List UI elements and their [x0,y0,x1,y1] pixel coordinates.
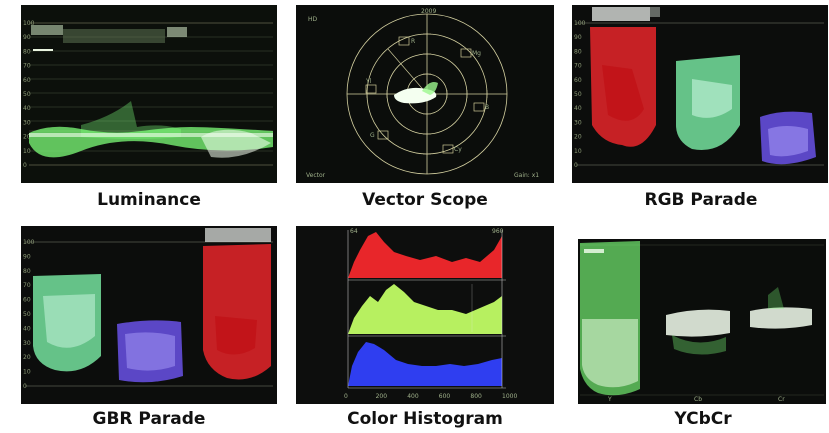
rgb-parade-panel: 100 90 80 70 60 50 40 30 20 10 0 [572,5,828,183]
gbr-parade-tick-60: 60 [23,297,31,304]
vectorscope-target-r [398,36,410,46]
luminance-tick-0: 0 [23,162,27,169]
luminance-tick-50: 50 [23,91,31,98]
vectorscope-label-b: B [485,104,489,111]
vectorscope-label-r: R [411,38,415,45]
vectorscope-display: R Mg B Cy G Yl HD 2009 Vector Gain: x1 [296,5,554,183]
rgb-parade-tick-60: 60 [574,77,582,84]
ycbcr-label-y: Y [607,396,612,403]
luminance-tick-20: 20 [23,134,31,141]
histogram-top-right-value: 960 [492,228,504,235]
histogram-x-tick-600: 600 [439,393,451,400]
luminance-caption: Luminance [97,190,201,210]
gbr-parade-tick-50: 50 [23,311,31,318]
rgb-parade-tick-70: 70 [574,63,582,70]
vectorscope-target-mg [460,48,472,58]
rgb-parade-tick-40: 40 [574,105,582,112]
ycbcr-display: Y Cb Cr [578,239,826,404]
vectorscope-label-g: G [370,132,375,139]
gbr-parade-tick-80: 80 [23,268,31,275]
rgb-parade-tick-10: 10 [574,148,582,155]
color-histogram-panel: 64 960 0 200 400 600 800 1000 [296,226,554,404]
gbr-parade-tick-20: 20 [23,354,31,361]
rgb-parade-tick-20: 20 [574,134,582,141]
vectorscope-panel: R Mg B Cy G Yl HD 2009 Vector Gain: x1 [296,5,554,183]
histogram-top-left-value: 64 [350,228,358,235]
rgb-parade-caption: RGB Parade [644,190,758,210]
luminance-tick-100: 100 [23,20,35,27]
vectorscope-target-cy [442,144,454,154]
gbr-parade-tick-40: 40 [23,325,31,332]
gbr-parade-panel: 100 90 80 70 60 50 40 30 20 10 0 [21,226,277,404]
rgb-parade-tick-30: 30 [574,119,582,126]
luminance-tick-80: 80 [23,48,31,55]
luminance-scope-panel: 100 90 80 70 60 50 40 30 20 10 0 [21,5,277,183]
gbr-parade-tick-30: 30 [23,340,31,347]
vectorscope-target-g [377,130,389,140]
histogram-x-tick-400: 400 [407,393,419,400]
histogram-x-tick-800: 800 [470,393,482,400]
vectorscope-gain-label: Gain: x1 [514,172,539,179]
color-histogram-display: 64 960 0 200 400 600 800 1000 [296,226,554,404]
rgb-parade-tick-90: 90 [574,34,582,41]
histogram-x-tick-0: 0 [344,393,348,400]
vectorscope-caption: Vector Scope [362,190,488,210]
vectorscope-label-mg: Mg [472,50,481,57]
vectorscope-target-yl [365,84,377,94]
luminance-tick-40: 40 [23,105,31,112]
vectorscope-corner-hd: HD [308,16,318,23]
rgb-parade-tick-50: 50 [574,91,582,98]
luminance-tick-60: 60 [23,77,31,84]
ycbcr-label-cr: Cr [778,396,785,403]
vectorscope-label-cy: Cy [454,146,462,153]
gbr-parade-tick-10: 10 [23,369,31,376]
vectorscope-top-label: 2009 [421,8,436,15]
rgb-parade-tick-80: 80 [574,48,582,55]
luminance-tick-70: 70 [23,63,31,70]
gbr-parade-caption: GBR Parade [92,409,206,429]
vectorscope-mode-label: Vector [306,172,326,179]
gbr-parade-tick-90: 90 [23,253,31,260]
luminance-tick-30: 30 [23,119,31,126]
gbr-parade-tick-70: 70 [23,282,31,289]
gbr-parade-tick-0: 0 [23,383,27,390]
rgb-parade-tick-100: 100 [574,20,586,27]
ycbcr-panel: Y Cb Cr [578,239,826,404]
rgb-parade-tick-0: 0 [574,162,578,169]
luminance-tick-90: 90 [23,34,31,41]
vectorscope-label-yl: Yl [365,78,372,85]
histogram-x-tick-1000: 1000 [502,393,517,400]
color-histogram-caption: Color Histogram [347,409,503,429]
ycbcr-caption: YCbCr [674,409,732,429]
histogram-x-tick-200: 200 [376,393,388,400]
ycbcr-label-cb: Cb [694,396,702,403]
gbr-parade-tick-100: 100 [23,239,35,246]
luminance-tick-10: 10 [23,148,31,155]
vectorscope-target-b [473,102,485,112]
